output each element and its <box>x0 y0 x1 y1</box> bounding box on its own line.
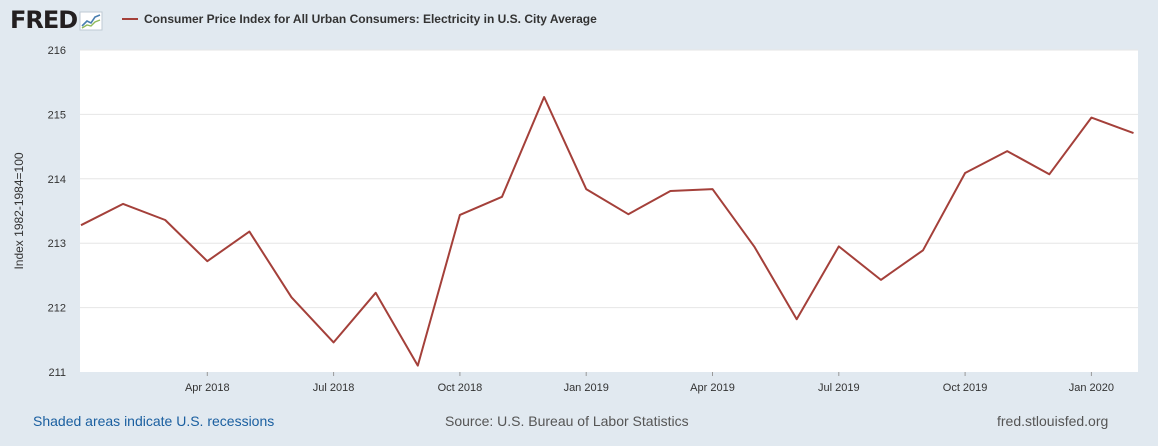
y-tick-label: 212 <box>48 303 66 315</box>
chart-header: FRED Consumer Price Index for All Urban … <box>0 0 1158 38</box>
y-axis-label: Index 1982-1984=100 <box>12 152 26 269</box>
data-point[interactable] <box>752 244 758 250</box>
data-point[interactable] <box>667 188 673 194</box>
data-point[interactable] <box>1088 115 1094 121</box>
x-tick-label: Apr 2018 <box>185 382 230 394</box>
y-axis-tick-labels: 211 212 213 214 215 216 <box>48 45 66 379</box>
data-point[interactable] <box>204 258 210 264</box>
data-point[interactable] <box>625 211 631 217</box>
data-point[interactable] <box>1004 148 1010 154</box>
data-point[interactable] <box>583 186 589 192</box>
fred-logo-text: FRED <box>10 6 78 34</box>
data-point[interactable] <box>962 170 968 176</box>
data-point[interactable] <box>415 363 421 369</box>
x-tick-label: Oct 2018 <box>438 382 483 394</box>
legend-swatch <box>122 18 138 20</box>
data-point[interactable] <box>78 222 84 228</box>
data-point[interactable] <box>710 186 716 192</box>
y-tick-label: 213 <box>48 238 66 250</box>
series-line[interactable] <box>80 96 1134 367</box>
data-point[interactable] <box>162 217 168 223</box>
data-point[interactable] <box>499 194 505 200</box>
recession-note-link[interactable]: Shaded areas indicate U.S. recessions <box>33 413 275 429</box>
source-note: Source: U.S. Bureau of Labor Statistics <box>445 413 689 429</box>
site-url[interactable]: fred.stlouisfed.org <box>997 413 1109 429</box>
y-tick-label: 214 <box>48 174 66 186</box>
data-point[interactable] <box>120 201 126 207</box>
data-point[interactable] <box>1046 171 1052 177</box>
data-point[interactable] <box>836 243 842 249</box>
data-point[interactable] <box>289 294 295 300</box>
data-point[interactable] <box>246 229 252 235</box>
x-tick-label: Jan 2020 <box>1069 382 1114 394</box>
line-graph-icon <box>79 11 103 31</box>
x-tick-label: Jul 2018 <box>313 382 355 394</box>
data-point[interactable] <box>331 339 337 345</box>
data-point[interactable] <box>794 316 800 322</box>
data-point[interactable] <box>457 212 463 218</box>
x-axis-tick-labels: Apr 2018 Jul 2018 Oct 2018 Jan 2019 Apr 2019… <box>185 372 1114 394</box>
x-tick-label: Jan 2019 <box>564 382 609 394</box>
data-point[interactable] <box>541 94 547 100</box>
x-tick-label: Oct 2019 <box>943 382 988 394</box>
x-tick-label: Jul 2019 <box>818 382 860 394</box>
plot-area <box>80 50 1138 372</box>
y-tick-label: 211 <box>48 367 66 379</box>
y-tick-label: 216 <box>48 45 66 57</box>
data-point[interactable] <box>1131 130 1137 136</box>
data-point[interactable] <box>920 247 926 253</box>
line-chart[interactable]: 211 212 213 214 215 216 Apr 2018 Jul 2018 Oct 2… <box>0 38 1158 408</box>
chart-legend[interactable]: Consumer Price Index for All Urban Consu… <box>122 10 597 28</box>
data-point[interactable] <box>878 277 884 283</box>
data-point[interactable] <box>373 290 379 296</box>
fred-logo[interactable]: FRED <box>10 6 103 34</box>
x-tick-label: Apr 2019 <box>690 382 735 394</box>
y-tick-label: 215 <box>48 109 66 121</box>
legend-series-title: Consumer Price Index for All Urban Consu… <box>144 12 597 26</box>
